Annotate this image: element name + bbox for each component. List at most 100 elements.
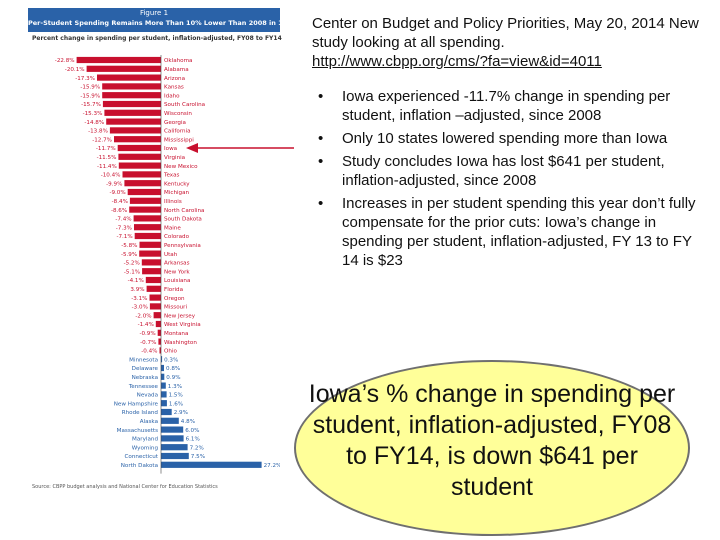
bar [102,100,161,108]
bar [102,92,161,99]
bar [161,373,165,380]
category-label: Arizona [164,76,185,82]
category-label: Montana [164,331,188,337]
category-label: New Mexico [164,164,198,170]
category-label: Rhode Island [122,410,159,416]
data-label: -4.1% [128,278,144,284]
bar [146,285,161,292]
bar [161,417,179,424]
bar [155,320,161,328]
spending-chart-figure: -22.8% Oklahoma -20.1% Alabama -17.3% Arizona… [28,8,314,494]
data-label: -8.4% [112,199,128,205]
category-label: Delaware [132,366,159,372]
arrow-head [186,143,198,153]
bar [102,83,161,90]
bar [114,136,161,143]
bar [129,197,161,204]
citation-link[interactable]: http://www.cbpp.org/cms/?fa=view&id=4011 [312,53,602,70]
category-label: Illinois [164,199,182,205]
data-label: -9.0% [109,190,125,196]
bar [161,382,166,389]
bar [122,171,161,178]
data-label: -15.7% [81,102,101,108]
data-label: -5.2% [124,261,140,267]
bullet-dot: • [318,130,324,147]
category-label: New Jersey [164,313,196,319]
data-label: 27.2% [264,463,280,469]
category-label: Alaska [140,419,158,425]
data-label: 1.3% [168,384,182,390]
category-label: Wisconsin [164,111,192,117]
data-label: -15.9% [80,85,100,91]
category-label: California [164,129,191,135]
category-label: South Carolina [164,102,205,108]
bar [118,153,161,160]
category-label: Nevada [137,393,158,399]
bar [104,109,161,116]
bar [145,276,161,284]
category-label: Tennessee [128,384,159,390]
chart-title: Per-Student Spending Remains More Than 1… [28,19,314,27]
data-label: -11.4% [97,164,117,170]
category-label: Utah [164,252,178,258]
bar [161,444,188,451]
category-label: Nebraska [132,375,158,381]
data-label: -12.7% [92,137,112,143]
data-label: -15.9% [80,93,100,99]
data-label: -17.3% [75,76,95,82]
bar [158,338,161,345]
bullet-dot: • [318,153,324,170]
data-label: -20.1% [65,67,85,73]
data-label: 2.9% [174,410,188,416]
category-label: Arkansas [164,261,190,267]
data-label: -3.0% [132,305,148,311]
data-label: 3.9% [130,287,144,293]
category-label: New Hampshire [114,401,159,407]
category-label: Washington [164,340,197,346]
chart-header: Figure 1 Per-Student Spending Remains Mo… [28,8,314,32]
bar [133,215,161,222]
category-label: Louisiana [164,278,190,284]
bar [139,250,161,257]
bullet-item: • Only 10 states lowered spending more th… [312,129,712,148]
bar [161,391,167,398]
data-label: -2.0% [135,313,151,319]
data-label: -11.5% [97,155,117,161]
data-label: 1.5% [169,393,183,399]
chart-subtitle: Percent change in spending per student, … [32,35,282,42]
bar [117,144,161,152]
category-label: Minnesota [129,357,158,363]
data-label: -11.7% [96,146,116,152]
data-label: -22.8% [55,58,75,64]
category-label: Missouri [164,305,187,311]
category-label: North Dakota [121,463,158,469]
bar [161,452,189,460]
data-label: -3.1% [131,296,147,302]
data-label: 6.0% [185,428,199,434]
data-label: -5.8% [121,243,137,249]
data-label: 0.9% [166,375,180,381]
bar [142,268,161,275]
category-label: Ohio [164,349,178,355]
bar [161,426,184,433]
data-label: 1.6% [169,401,183,407]
data-label: -13.8% [88,129,108,135]
bullet-text: Study concludes Iowa has lost $641 per s… [342,153,665,189]
bullet-item: • Increases in per student spending this … [312,194,712,270]
category-label: Virginia [164,155,185,161]
bar [109,127,161,134]
bar [161,356,163,363]
data-label: 6.1% [186,437,200,443]
category-label: West Virginia [164,322,201,328]
bar [149,294,161,301]
notes-panel: Center on Budget and Policy Priorities, … [312,14,712,274]
data-label: 0.8% [166,366,180,372]
category-label: Kentucky [164,181,190,187]
category-label: Oregon [164,296,185,302]
arrow-icon [186,143,294,153]
bar [129,206,161,213]
bar [76,56,161,64]
category-label: Massachusetts [117,428,158,434]
bar [161,461,262,468]
bullet-text: Only 10 states lowered spending more tha… [342,130,668,147]
